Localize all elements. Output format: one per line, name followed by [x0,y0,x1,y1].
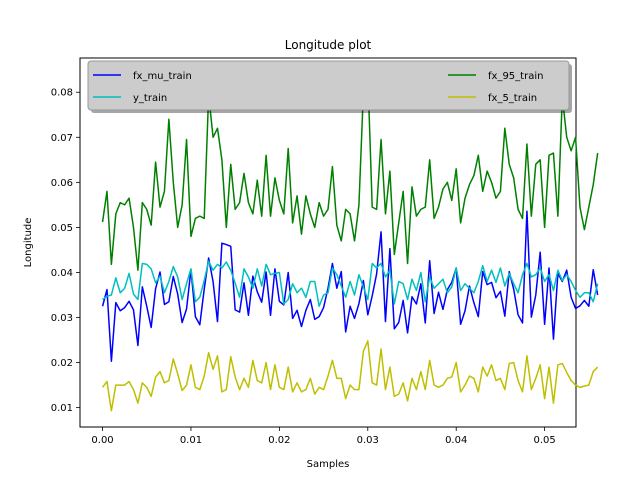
legend-label-y-train: y_train [133,93,167,104]
x-axis-label: Samples [307,459,350,470]
legend-label-fx-5-train: fx_5_train [488,93,537,104]
chart-title: Longitude plot [285,38,372,52]
x-tick-label: 0.04 [445,435,467,446]
y-tick-label: 0.04 [51,268,73,279]
y-tick-label: 0.05 [51,223,73,234]
legend: fx_mu_train y_train fx_95_train fx_5_train [87,60,572,113]
series-layer [101,72,599,412]
y-axis-label: Longitude [23,218,34,268]
x-tick-label: 0.00 [91,435,113,446]
y-tick-label: 0.03 [51,313,73,324]
x-tick-label: 0.02 [268,435,290,446]
series-line-fx-mu-train [101,210,599,362]
y-axis-ticks: 0.01 0.02 0.03 0.04 0.05 0.06 0.07 0.08 [51,88,80,414]
y-tick-label: 0.07 [51,133,73,144]
legend-label-fx-mu-train: fx_mu_train [133,71,192,82]
plot-area [79,57,577,428]
legend-items: fx_mu_train y_train fx_95_train fx_5_train [93,71,543,104]
series-line-fx-95-train [101,72,599,271]
y-tick-label: 0.08 [51,88,73,99]
legend-label-fx-95-train: fx_95_train [488,71,543,82]
series-line-y-train [102,260,599,307]
x-axis-ticks: 0.00 0.01 0.02 0.03 0.04 0.05 [91,427,556,446]
x-tick-label: 0.05 [533,435,555,446]
x-tick-label: 0.01 [180,435,202,446]
x-tick-label: 0.03 [357,435,379,446]
y-tick-label: 0.02 [51,358,73,369]
axes-frame [79,57,577,428]
y-tick-label: 0.01 [51,403,73,414]
series-line-fx-5-train [101,340,599,412]
y-tick-label: 0.06 [51,178,73,189]
